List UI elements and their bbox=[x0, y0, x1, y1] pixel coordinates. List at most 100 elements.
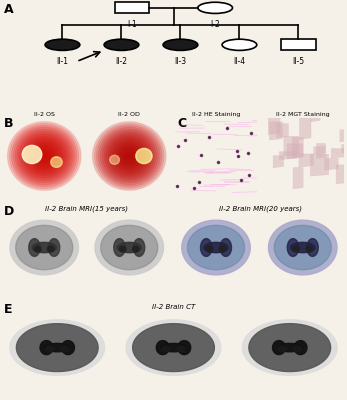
Polygon shape bbox=[13, 127, 75, 185]
Polygon shape bbox=[117, 242, 142, 253]
Polygon shape bbox=[45, 346, 54, 352]
Polygon shape bbox=[60, 346, 69, 352]
Polygon shape bbox=[9, 124, 79, 188]
Polygon shape bbox=[133, 239, 145, 256]
Polygon shape bbox=[204, 242, 228, 253]
Text: I-2: I-2 bbox=[210, 20, 220, 29]
Polygon shape bbox=[34, 246, 41, 252]
Polygon shape bbox=[340, 130, 347, 142]
Polygon shape bbox=[114, 142, 145, 170]
Polygon shape bbox=[182, 220, 250, 275]
Text: C: C bbox=[177, 117, 186, 130]
Polygon shape bbox=[100, 129, 158, 183]
Text: II-2 OS: II-2 OS bbox=[34, 112, 55, 117]
Polygon shape bbox=[325, 158, 338, 170]
Polygon shape bbox=[336, 165, 347, 184]
Polygon shape bbox=[269, 220, 337, 275]
Circle shape bbox=[104, 39, 139, 50]
Circle shape bbox=[51, 157, 62, 167]
Polygon shape bbox=[249, 324, 331, 372]
Polygon shape bbox=[125, 152, 133, 160]
Polygon shape bbox=[284, 136, 299, 156]
Text: II-3: II-3 bbox=[175, 57, 186, 66]
Text: B: B bbox=[3, 117, 13, 130]
Circle shape bbox=[198, 2, 232, 14]
Text: II-4: II-4 bbox=[234, 57, 245, 66]
Polygon shape bbox=[124, 151, 135, 161]
Text: II-1: II-1 bbox=[57, 57, 68, 66]
Polygon shape bbox=[206, 246, 213, 252]
Polygon shape bbox=[294, 341, 307, 354]
Polygon shape bbox=[40, 152, 48, 160]
Polygon shape bbox=[307, 239, 318, 256]
Polygon shape bbox=[44, 344, 70, 352]
Polygon shape bbox=[33, 145, 56, 167]
Polygon shape bbox=[177, 346, 185, 352]
Polygon shape bbox=[220, 239, 231, 256]
Polygon shape bbox=[270, 122, 282, 140]
Polygon shape bbox=[316, 143, 325, 158]
Polygon shape bbox=[114, 239, 125, 256]
Polygon shape bbox=[201, 239, 212, 256]
Text: II-2 Brain CT: II-2 Brain CT bbox=[152, 304, 195, 310]
Polygon shape bbox=[277, 344, 303, 352]
Polygon shape bbox=[15, 129, 73, 183]
Polygon shape bbox=[29, 142, 60, 170]
Polygon shape bbox=[331, 148, 347, 158]
Text: II-2 HE Staining: II-2 HE Staining bbox=[192, 112, 240, 117]
Circle shape bbox=[136, 148, 152, 164]
Polygon shape bbox=[16, 225, 73, 270]
Polygon shape bbox=[243, 320, 337, 375]
Polygon shape bbox=[278, 346, 287, 352]
Polygon shape bbox=[299, 154, 313, 167]
Text: I-1: I-1 bbox=[127, 20, 137, 29]
Bar bbox=[115, 2, 149, 14]
Circle shape bbox=[110, 155, 119, 164]
Text: II-2: II-2 bbox=[116, 57, 127, 66]
Polygon shape bbox=[48, 239, 60, 256]
Polygon shape bbox=[293, 246, 299, 252]
Polygon shape bbox=[42, 154, 46, 158]
Polygon shape bbox=[25, 138, 64, 174]
Polygon shape bbox=[287, 144, 303, 159]
Circle shape bbox=[222, 39, 257, 50]
Polygon shape bbox=[98, 127, 160, 185]
Polygon shape bbox=[23, 136, 66, 176]
Polygon shape bbox=[287, 239, 299, 256]
Polygon shape bbox=[133, 324, 214, 372]
Polygon shape bbox=[119, 246, 126, 252]
Polygon shape bbox=[101, 225, 158, 270]
Polygon shape bbox=[121, 149, 137, 163]
Polygon shape bbox=[48, 246, 54, 252]
Polygon shape bbox=[104, 133, 154, 179]
Polygon shape bbox=[127, 154, 131, 158]
Polygon shape bbox=[268, 116, 280, 135]
Polygon shape bbox=[272, 341, 286, 354]
Polygon shape bbox=[342, 144, 347, 153]
Polygon shape bbox=[94, 124, 164, 188]
Text: II-2 OD: II-2 OD bbox=[118, 112, 140, 117]
Polygon shape bbox=[11, 126, 77, 186]
Polygon shape bbox=[116, 144, 143, 168]
Circle shape bbox=[45, 39, 80, 50]
Polygon shape bbox=[96, 126, 162, 186]
Polygon shape bbox=[21, 134, 67, 178]
Polygon shape bbox=[108, 136, 151, 176]
Polygon shape bbox=[187, 225, 245, 270]
Polygon shape bbox=[39, 151, 50, 161]
Polygon shape bbox=[277, 124, 288, 138]
Text: II-5: II-5 bbox=[293, 57, 304, 66]
Polygon shape bbox=[279, 152, 297, 160]
Polygon shape bbox=[61, 341, 75, 354]
Polygon shape bbox=[133, 246, 139, 252]
Polygon shape bbox=[120, 147, 139, 165]
Polygon shape bbox=[293, 346, 302, 352]
Polygon shape bbox=[35, 147, 54, 165]
Polygon shape bbox=[293, 137, 303, 158]
Polygon shape bbox=[219, 246, 226, 252]
Text: E: E bbox=[3, 303, 12, 316]
Polygon shape bbox=[17, 131, 71, 181]
Polygon shape bbox=[40, 341, 53, 354]
Polygon shape bbox=[19, 133, 69, 179]
Polygon shape bbox=[112, 140, 147, 172]
